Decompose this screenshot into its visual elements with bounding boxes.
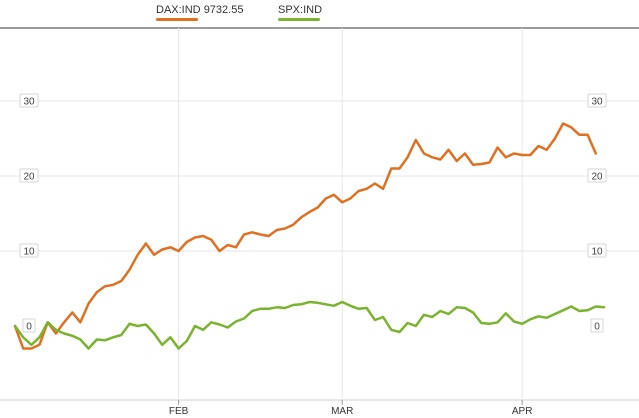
y-tick-label-right: 10 [591,247,603,258]
y-tick-label-left: 0 [26,322,32,333]
legend-spx-name: SPX:IND [278,4,323,16]
y-tick-label-left-box [19,243,39,258]
y-tick-label-left: 20 [23,172,35,183]
series-line-dax-ind [13,122,598,350]
y-tick-label-right-box [587,168,607,183]
y-tick-label-right-box [590,318,604,333]
y-tick-label-left-box [22,318,36,333]
y-tick-label-right: 20 [591,172,603,183]
x-tick-label: MAR [331,406,353,417]
series-line-spx-ind [13,300,606,350]
legend-spx-swatch [278,18,320,21]
legend-item-dax[interactable]: DAX:IND 9732.55 [156,4,243,21]
y-tick-label-right-box [587,93,607,108]
y-tick-label-left-box [19,168,39,183]
x-tick-label: FEB [169,406,189,417]
x-tick-label: APR [512,406,533,417]
y-tick-label-right: 0 [594,322,600,333]
y-tick-label-right-box [587,243,607,258]
y-tick-label-left-box [19,93,39,108]
legend-dax-name: DAX:IND [156,4,201,16]
legend-dax-value: 9732.55 [203,4,244,16]
y-tick-label-left: 30 [23,97,35,108]
y-tick-label-right: 30 [591,97,603,108]
legend-item-spx[interactable]: SPX:IND [278,4,322,21]
y-tick-label-left: 10 [23,247,35,258]
legend-dax-swatch [156,18,198,21]
